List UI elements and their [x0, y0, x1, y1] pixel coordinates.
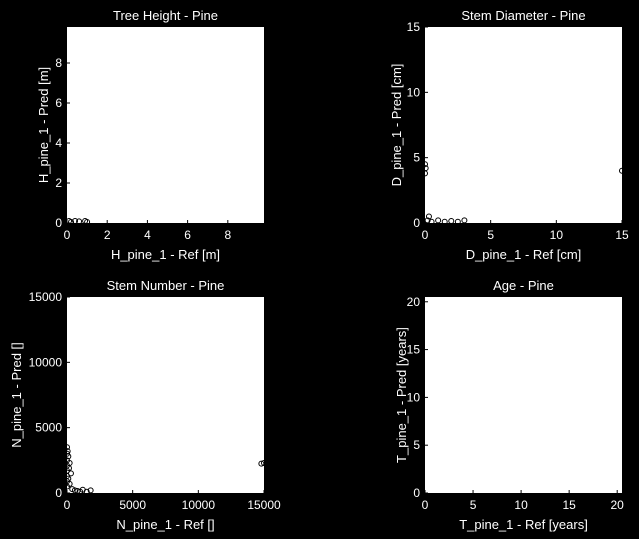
x-tick-label: 20	[611, 498, 625, 512]
chart-title: Tree Height - Pine	[113, 8, 218, 23]
plot-area	[67, 297, 264, 493]
x-tick-label: 6	[184, 228, 191, 242]
data-point	[87, 487, 94, 494]
x-tick-label: 2	[104, 228, 111, 242]
data-point	[454, 218, 461, 225]
data-point	[461, 217, 468, 224]
x-tick-label: 0	[64, 228, 71, 242]
y-axis-title: N_pine_1 - Pred []	[9, 342, 24, 448]
y-tick-label: 10000	[29, 355, 63, 369]
x-tick-label: 15	[562, 498, 576, 512]
chart-title: Age - Pine	[493, 278, 554, 293]
y-tick-label: 20	[407, 295, 421, 309]
y-tick-label: 4	[55, 136, 62, 150]
chart-panel-age: Age - Pine 0 5 10 15 20 0 5 10 15 20 T_pine_1 - Ref…	[394, 278, 624, 532]
x-tick-label: 10	[514, 498, 528, 512]
data-point	[261, 459, 267, 466]
data-point	[422, 161, 428, 168]
y-tick-label: 0	[413, 486, 420, 500]
data-point	[64, 444, 70, 451]
y-tick-label: 15000	[29, 290, 63, 304]
data-point	[435, 217, 442, 224]
x-tick-label: 4	[144, 228, 151, 242]
plot-area	[425, 297, 622, 493]
y-tick-label: 5	[413, 438, 420, 452]
y-tick-label: 8	[55, 56, 62, 70]
y-axis-title: D_pine_1 - Pred [cm]	[389, 64, 404, 187]
data-point	[65, 453, 72, 460]
y-tick-label: 10	[407, 85, 421, 99]
y-tick-label: 6	[55, 96, 62, 110]
data-point	[71, 487, 78, 494]
y-axis-title: T_pine_1 - Pred [years]	[394, 327, 409, 463]
data-point	[72, 218, 79, 224]
plot-area	[67, 27, 264, 223]
y-tick-label: 0	[55, 486, 62, 500]
data-point	[84, 219, 91, 225]
x-tick-label: 15000	[247, 498, 281, 512]
x-tick-label: 5	[487, 228, 494, 242]
x-axis-title: T_pine_1 - Ref [years]	[459, 517, 588, 532]
x-axis-title: N_pine_1 - Ref []	[116, 517, 214, 532]
y-axis-title: H_pine_1 - Pred [m]	[36, 67, 51, 183]
x-axis-title: H_pine_1 - Ref [m]	[111, 247, 220, 262]
data-point	[74, 488, 81, 495]
chart-panel-height: Tree Height - Pine 0 2 4 6 8 0 2 4 6 8 H_pine_1 - R…	[36, 8, 264, 262]
data-point	[425, 213, 432, 220]
data-point	[258, 460, 265, 467]
y-tick-label: 15	[407, 20, 421, 34]
plot-area	[425, 27, 622, 223]
y-tick-label: 5000	[35, 421, 62, 435]
y-tick-label: 0	[413, 216, 420, 230]
y-tick-label: 5	[413, 151, 420, 165]
chart-title: Stem Diameter - Pine	[461, 8, 585, 23]
x-tick-label: 0	[422, 498, 429, 512]
data-point	[448, 218, 455, 225]
y-tick-label: 10	[407, 390, 421, 404]
data-point	[76, 218, 83, 225]
x-axis-title: D_pine_1 - Ref [cm]	[466, 247, 582, 262]
x-tick-label: 0	[64, 498, 71, 512]
chart-panel-diameter: Stem Diameter - Pine 0 5 10 15 0 5 10 15 D_pine_1…	[389, 8, 629, 262]
data-point	[422, 170, 428, 177]
chart-panel-number: Stem Number - Pine 0 5000 10000 15000 0 5000 10…	[9, 278, 281, 532]
x-tick-label: 0	[422, 228, 429, 242]
data-point	[441, 218, 448, 225]
y-tick-label: 2	[55, 176, 62, 190]
data-point	[64, 483, 70, 490]
y-tick-label: 0	[55, 216, 62, 230]
data-point	[68, 219, 75, 225]
x-tick-label: 10	[550, 228, 564, 242]
x-tick-label: 5000	[119, 498, 146, 512]
data-point	[619, 167, 625, 174]
x-tick-label: 8	[224, 228, 231, 242]
chart-title: Stem Number - Pine	[107, 278, 225, 293]
x-tick-label: 10000	[182, 498, 216, 512]
x-tick-label: 15	[615, 228, 629, 242]
data-point	[424, 217, 431, 224]
y-tick-label: 15	[407, 343, 421, 357]
data-point	[83, 488, 90, 495]
data-point	[428, 218, 435, 225]
x-tick-label: 5	[470, 498, 477, 512]
